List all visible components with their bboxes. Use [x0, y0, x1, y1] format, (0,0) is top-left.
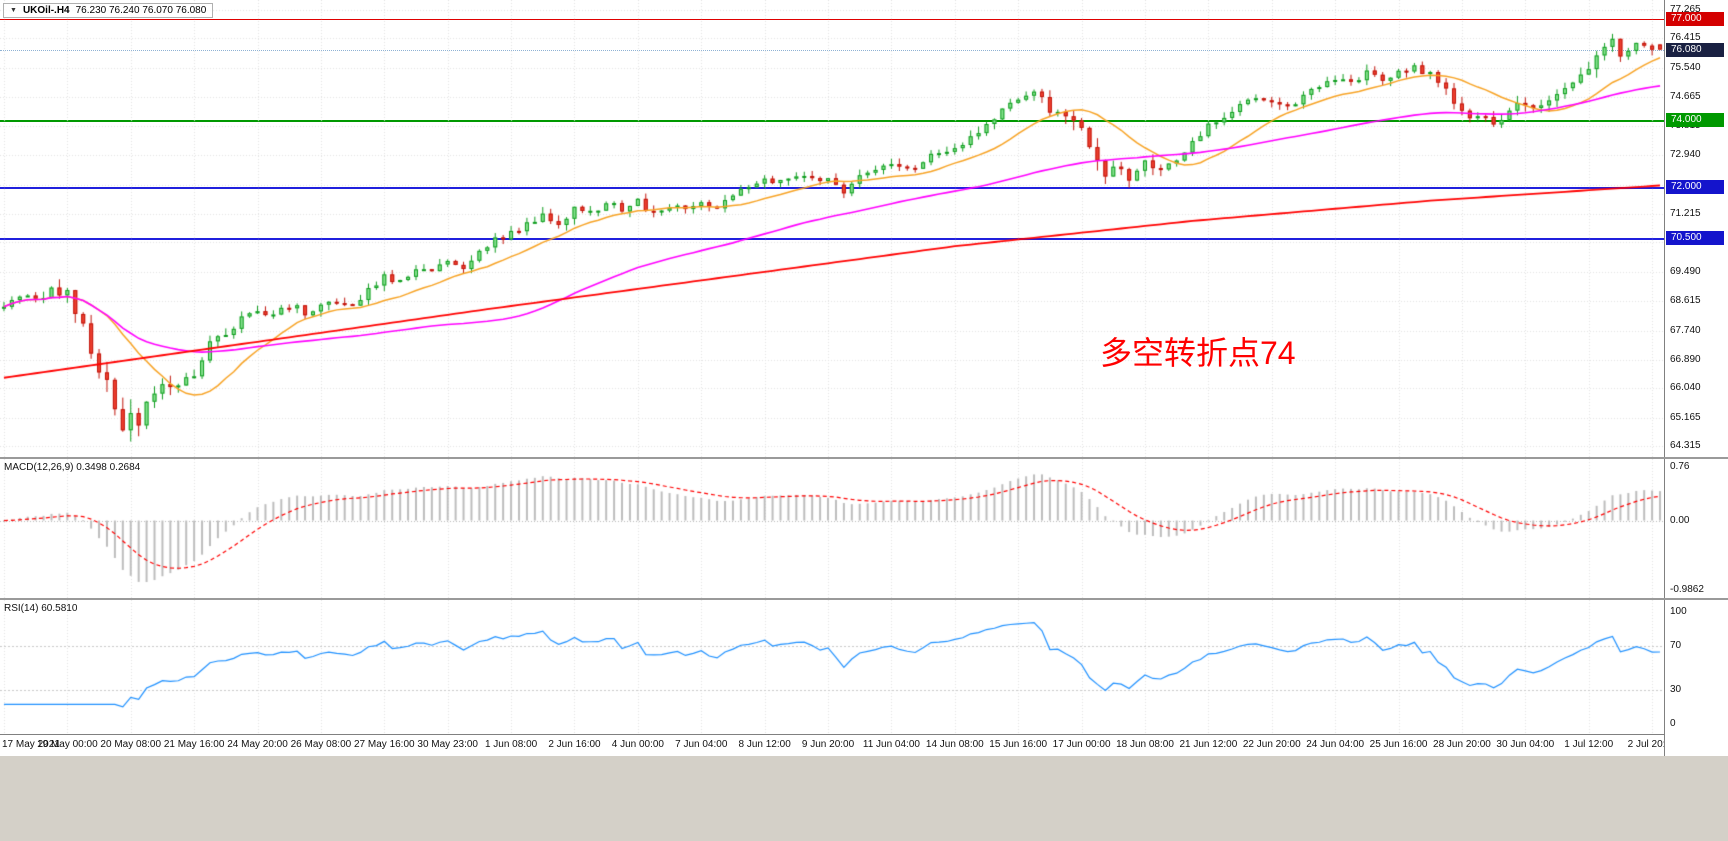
time-axis-label: 24 May 20:00	[227, 739, 288, 750]
price-axis-label: 66.890	[1670, 353, 1701, 365]
time-axis-label: 14 Jun 08:00	[925, 739, 984, 750]
chart-ohlc-quote: 76.230 76.240 76.070 76.080	[75, 5, 207, 16]
rsi-value: 60.5810	[41, 603, 78, 614]
macd-axis-label: -0.9862	[1670, 584, 1704, 595]
time-axis-label: 21 Jun 12:00	[1179, 739, 1238, 750]
chart-symbol-timeframe: UKOil-.H4	[22, 5, 70, 16]
macd-panel	[0, 459, 1664, 598]
price-axis-label: 65.165	[1670, 411, 1701, 423]
time-axis[interactable]: 17 May 2021 19 May 00:00 20 May 08:00 21 Ma…	[0, 734, 1728, 756]
price-badge-76.080: 76.080	[1666, 42, 1724, 57]
price-axis-label: 77.265	[1670, 3, 1701, 15]
chart-dropdown-icon[interactable]: ▼	[10, 7, 17, 14]
price-badge-74.000: 74.000	[1666, 112, 1724, 127]
price-axis-label: 67.740	[1670, 324, 1701, 336]
price-axis-label: 64.315	[1670, 440, 1701, 452]
panel-splitter-rsi[interactable]	[0, 598, 1728, 600]
price-axis-column[interactable]: 77.26576.41575.54074.66573.81572.94072.0…	[1664, 0, 1728, 756]
time-axis-label: 17 May 2021	[2, 739, 60, 750]
rsi-axis-label: 100	[1670, 606, 1687, 617]
time-axis-label: 15 Jun 16:00	[989, 739, 1048, 750]
price-axis-label: 75.540	[1670, 61, 1701, 73]
time-axis-label: 18 Jun 08:00	[1116, 739, 1174, 750]
time-axis-label: 21 May 16:00	[163, 739, 225, 750]
macd-axis-label: 0.00	[1670, 514, 1690, 526]
rsi-axis-label: 70	[1670, 639, 1682, 651]
rsi-panel	[0, 600, 1664, 734]
price-badge-77.000: 77.000	[1666, 11, 1724, 26]
time-axis-label: 28 Jun 20:00	[1433, 739, 1491, 750]
macd-label: MACD(12,26,9)	[4, 462, 74, 473]
time-axis-label: 1 Jun 08:00	[484, 739, 538, 750]
price-axis-label: 76.415	[1670, 32, 1701, 44]
time-axis-label: 2 Jun 16:00	[548, 739, 601, 750]
time-axis-label: 4 Jun 00:00	[611, 739, 664, 750]
window-background-filler	[0, 756, 1728, 841]
time-axis-label: 30 May 23:00	[417, 739, 478, 750]
price-axis-label: 68.615	[1670, 295, 1701, 307]
price-badge-70.500: 70.500	[1666, 230, 1724, 245]
time-axis-label: 25 Jun 16:00	[1369, 739, 1428, 750]
time-axis-label: 24 Jun 04:00	[1306, 739, 1365, 750]
time-axis-label: 17 Jun 00:00	[1052, 739, 1111, 750]
time-axis-label: 11 Jun 04:00	[862, 739, 920, 750]
macd-axis-label: 0.76	[1670, 461, 1690, 472]
macd-title: MACD(12,26,9) 0.3498 0.2684	[4, 462, 140, 473]
time-axis-label: 1 Jul 12:00	[1564, 739, 1614, 750]
price-axis-label: 74.665	[1670, 91, 1701, 103]
time-axis-label: 22 Jun 20:00	[1242, 739, 1301, 750]
time-axis-label: 8 Jun 12:00	[738, 739, 791, 750]
annotation-text[interactable]: 多空转折点74	[1100, 335, 1296, 371]
price-axis-label: 71.215	[1670, 207, 1701, 219]
macd-values: 0.3498 0.2684	[76, 462, 141, 473]
price-chart-panel: 多空转折点74	[0, 0, 1664, 457]
time-axis-label: 9 Jun 20:00	[801, 739, 855, 750]
chart-title-box[interactable]: ▼ UKOil-.H4 76.230 76.240 76.070 76.080	[3, 3, 214, 18]
time-axis-label: 19 May 00:00	[37, 739, 98, 750]
time-axis-label: 27 May 16:00	[353, 739, 415, 750]
price-axis-label: 72.940	[1670, 149, 1701, 161]
rsi-canvas[interactable]	[0, 600, 1664, 734]
price-chart-canvas[interactable]	[0, 0, 1664, 457]
time-axis-label: 30 Jun 04:00	[1496, 739, 1555, 750]
rsi-axis-label: 0	[1670, 718, 1676, 729]
rsi-title: RSI(14) 60.5810	[4, 603, 77, 614]
rsi-axis-label: 30	[1670, 684, 1682, 696]
rsi-label: RSI(14)	[4, 603, 39, 614]
price-axis-label: 69.490	[1670, 265, 1701, 277]
price-badge-72.000: 72.000	[1666, 180, 1724, 195]
time-axis-label: 26 May 08:00	[290, 739, 352, 750]
panel-splitter-macd[interactable]	[0, 457, 1728, 459]
time-axis-label: 7 Jun 04:00	[675, 739, 728, 750]
price-axis-label: 66.040	[1670, 382, 1701, 394]
time-axis-label: 20 May 08:00	[100, 739, 162, 750]
macd-canvas[interactable]	[0, 459, 1664, 598]
time-axis-label: 2 Jul 20:00	[1627, 739, 1677, 750]
